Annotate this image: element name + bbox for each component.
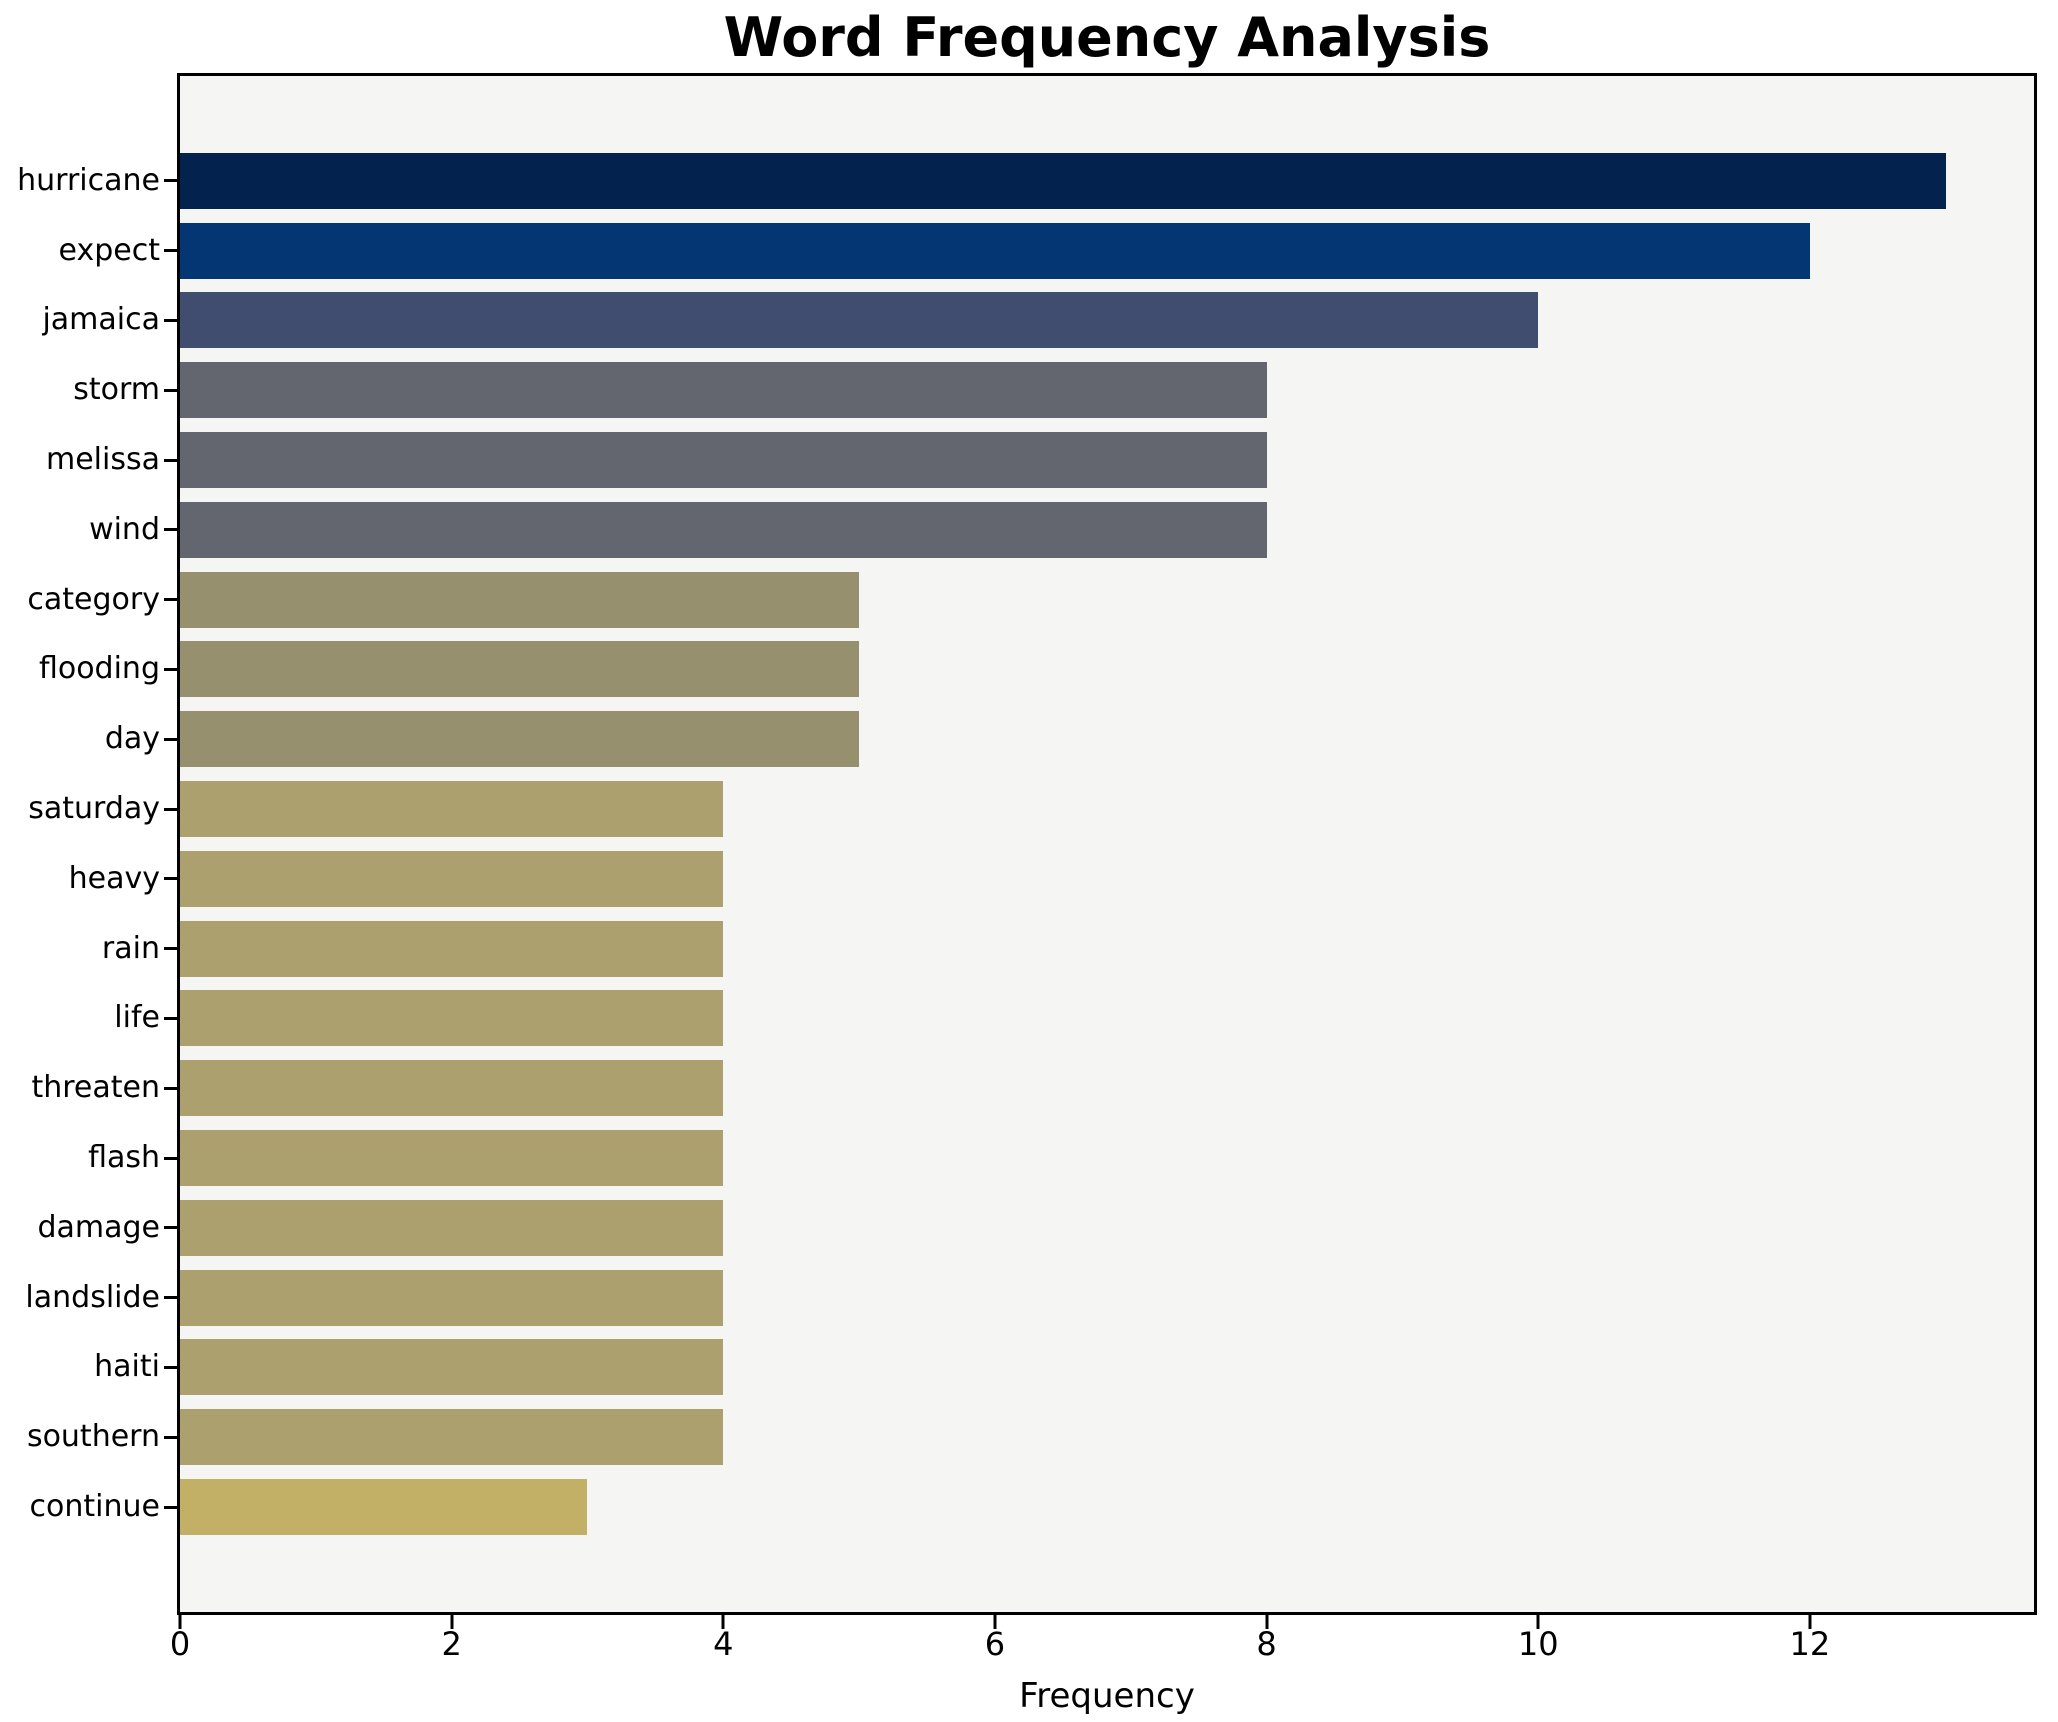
- y-tick-label: continue: [29, 1489, 160, 1525]
- y-tick-mark: [164, 1086, 177, 1090]
- x-tick-label: 10: [1517, 1625, 1559, 1663]
- y-tick-mark: [164, 667, 177, 671]
- bar-row-flooding: flooding: [39, 635, 2034, 705]
- y-tick-mark: [164, 388, 177, 392]
- y-tick-mark: [164, 598, 177, 602]
- y-tick-mark: [164, 249, 177, 253]
- y-tick-label: hurricane: [17, 162, 160, 198]
- bar-southern: [180, 1409, 724, 1466]
- bar-expect: [180, 222, 1810, 279]
- x-tick-label: 4: [713, 1625, 734, 1663]
- y-tick-mark: [164, 1505, 177, 1509]
- bar-flooding: [180, 641, 860, 698]
- bar-storm: [180, 362, 1267, 419]
- bar-row-wind: wind: [89, 495, 2034, 565]
- bar-continue: [180, 1479, 588, 1536]
- y-tick-mark: [164, 1016, 177, 1020]
- x-tick-label: 0: [169, 1625, 191, 1663]
- bar-hurricane: [180, 152, 1946, 209]
- y-tick-label: melissa: [46, 442, 160, 478]
- y-tick-label: jamaica: [42, 302, 160, 338]
- bar-damage: [180, 1199, 724, 1256]
- bar-rows-container: hurricane expect jamaica storm melissa wind ca…: [17, 76, 2034, 1612]
- bar-row-damage: damage: [37, 1193, 2034, 1263]
- x-tick-mark: [450, 1615, 454, 1629]
- y-tick-label: expect: [58, 232, 160, 268]
- x-tick-label: 6: [984, 1625, 1006, 1663]
- bar-threaten: [180, 1060, 724, 1117]
- y-tick-label: flooding: [38, 651, 160, 687]
- bar-flash: [180, 1130, 724, 1187]
- y-tick-mark: [164, 1156, 177, 1160]
- bar-row-saturday: saturday: [28, 774, 2034, 844]
- y-tick-label: haiti: [94, 1349, 160, 1385]
- x-axis-label: Frequency: [1019, 1676, 1195, 1716]
- y-tick-mark: [164, 807, 177, 811]
- y-tick-mark: [164, 1365, 177, 1369]
- bar-row-landslide: landslide: [25, 1263, 2034, 1333]
- bar-wind: [180, 501, 1267, 558]
- y-tick-label: life: [114, 1000, 160, 1036]
- y-tick-label: category: [27, 581, 160, 617]
- y-tick-label: heavy: [68, 860, 160, 896]
- bar-row-melissa: melissa: [46, 425, 2034, 495]
- bar-saturday: [180, 781, 724, 838]
- y-tick-mark: [164, 458, 177, 462]
- bar-row-expect: expect: [59, 216, 2034, 286]
- y-tick-mark: [164, 528, 177, 532]
- y-tick-mark: [164, 737, 177, 741]
- y-tick-mark: [164, 1435, 177, 1439]
- y-tick-label: damage: [37, 1209, 160, 1245]
- y-tick-mark: [164, 947, 177, 951]
- x-tick-mark: [721, 1615, 725, 1629]
- x-tick-label: 12: [1789, 1625, 1831, 1663]
- x-tick-mark: [178, 1615, 182, 1629]
- bar-haiti: [180, 1339, 724, 1396]
- bar-row-continue: continue: [30, 1472, 2034, 1542]
- y-tick-label: flash: [88, 1140, 160, 1176]
- y-tick-mark: [164, 1296, 177, 1300]
- bar-rain: [180, 920, 724, 977]
- y-tick-label: landslide: [25, 1279, 160, 1315]
- bar-row-day: day: [105, 704, 2034, 774]
- y-tick-label: saturday: [28, 791, 160, 827]
- x-tick-mark: [1265, 1615, 1269, 1629]
- bar-jamaica: [180, 292, 1539, 349]
- x-tick-mark: [1808, 1615, 1812, 1629]
- x-tick-label: 2: [441, 1625, 462, 1663]
- y-tick-label: rain: [101, 930, 160, 966]
- bar-row-flash: flash: [88, 1123, 2034, 1193]
- bar-row-storm: storm: [73, 355, 2034, 425]
- y-tick-mark: [164, 179, 177, 183]
- bar-landslide: [180, 1269, 724, 1326]
- bar-heavy: [180, 850, 724, 907]
- bar-row-life: life: [114, 984, 2034, 1054]
- bar-row-jamaica: jamaica: [42, 286, 2034, 356]
- bar-row-hurricane: hurricane: [17, 146, 2034, 216]
- y-tick-label: wind: [89, 511, 160, 547]
- x-tick-label: 8: [1256, 1625, 1277, 1663]
- bar-row-category: category: [27, 565, 2034, 635]
- y-tick-mark: [164, 877, 177, 881]
- bar-row-threaten: threaten: [31, 1053, 2034, 1123]
- bar-row-heavy: heavy: [69, 844, 2034, 914]
- x-tick-mark: [993, 1615, 997, 1629]
- bar-melissa: [180, 432, 1267, 489]
- y-tick-label: southern: [26, 1419, 160, 1455]
- x-tick-mark: [1536, 1615, 1540, 1629]
- plot-area: hurricane expect jamaica storm melissa wind ca…: [17, 73, 2037, 1660]
- bar-day: [180, 711, 860, 768]
- y-tick-label: storm: [73, 372, 160, 408]
- bar-row-haiti: haiti: [94, 1333, 2034, 1403]
- y-tick-label: day: [104, 721, 160, 757]
- chart-title: Word Frequency Analysis: [723, 6, 1491, 69]
- y-tick-mark: [164, 318, 177, 322]
- y-tick-mark: [164, 1226, 177, 1230]
- bar-row-rain: rain: [102, 914, 2034, 984]
- y-tick-label: threaten: [31, 1070, 160, 1106]
- bar-category: [180, 571, 860, 628]
- bar-life: [180, 990, 724, 1047]
- bar-row-southern: southern: [27, 1402, 2034, 1472]
